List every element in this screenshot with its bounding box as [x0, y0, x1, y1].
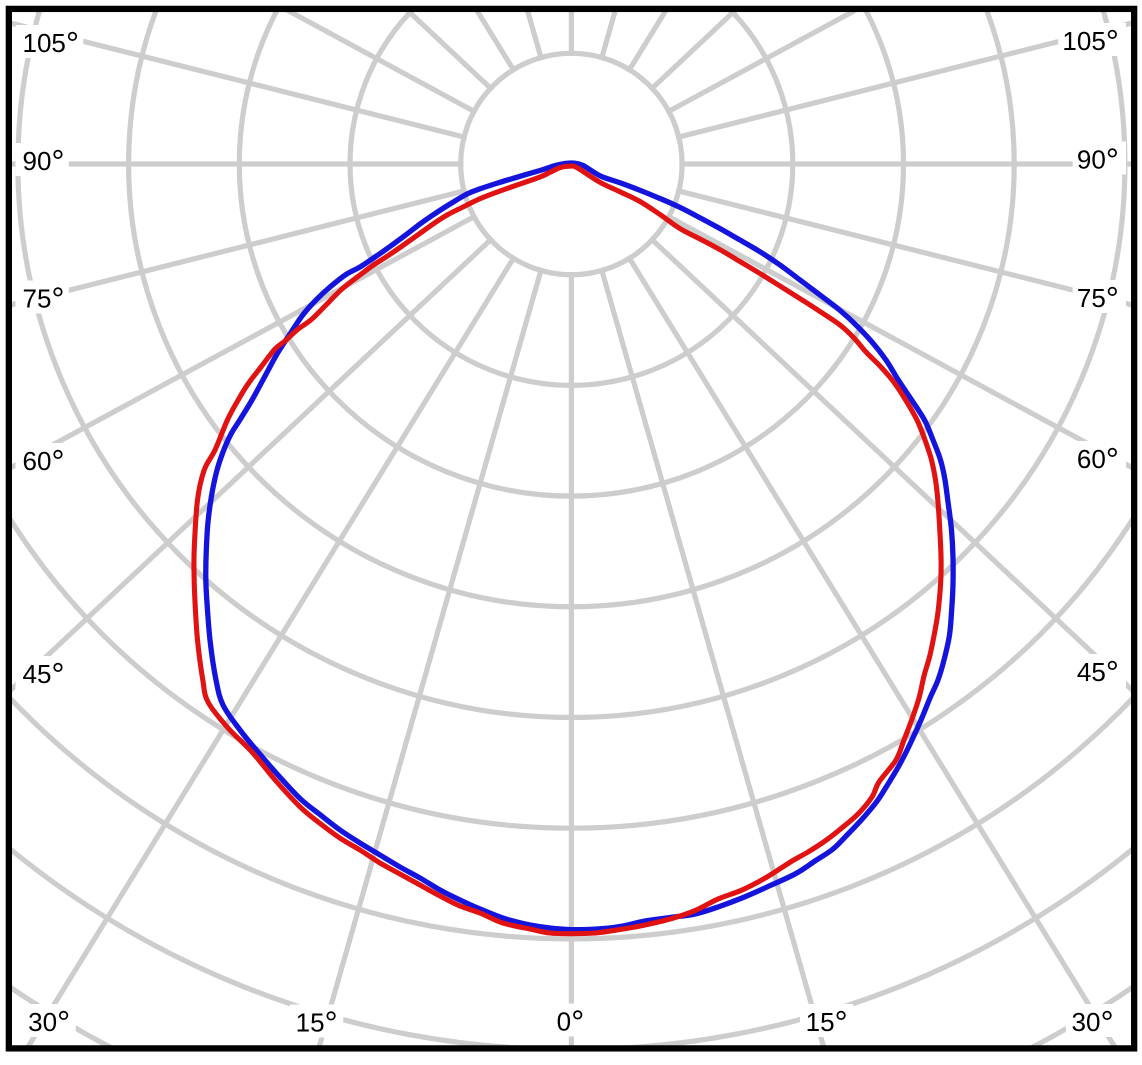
svg-text:90°: 90°	[1077, 142, 1119, 179]
svg-text:30°: 30°	[28, 1004, 70, 1041]
svg-text:90°: 90°	[23, 143, 65, 180]
svg-text:45°: 45°	[1077, 654, 1119, 691]
svg-text:60°: 60°	[1077, 441, 1119, 478]
svg-text:75°: 75°	[1077, 280, 1119, 317]
svg-text:30°: 30°	[1072, 1004, 1114, 1041]
svg-text:0°: 0°	[557, 1004, 585, 1041]
svg-text:105°: 105°	[1062, 23, 1119, 60]
svg-text:60°: 60°	[23, 443, 65, 480]
svg-text:105°: 105°	[23, 25, 80, 62]
svg-text:45°: 45°	[23, 656, 65, 693]
svg-text:75°: 75°	[23, 281, 65, 318]
svg-text:15°: 15°	[296, 1005, 338, 1042]
svg-text:15°: 15°	[806, 1004, 848, 1041]
